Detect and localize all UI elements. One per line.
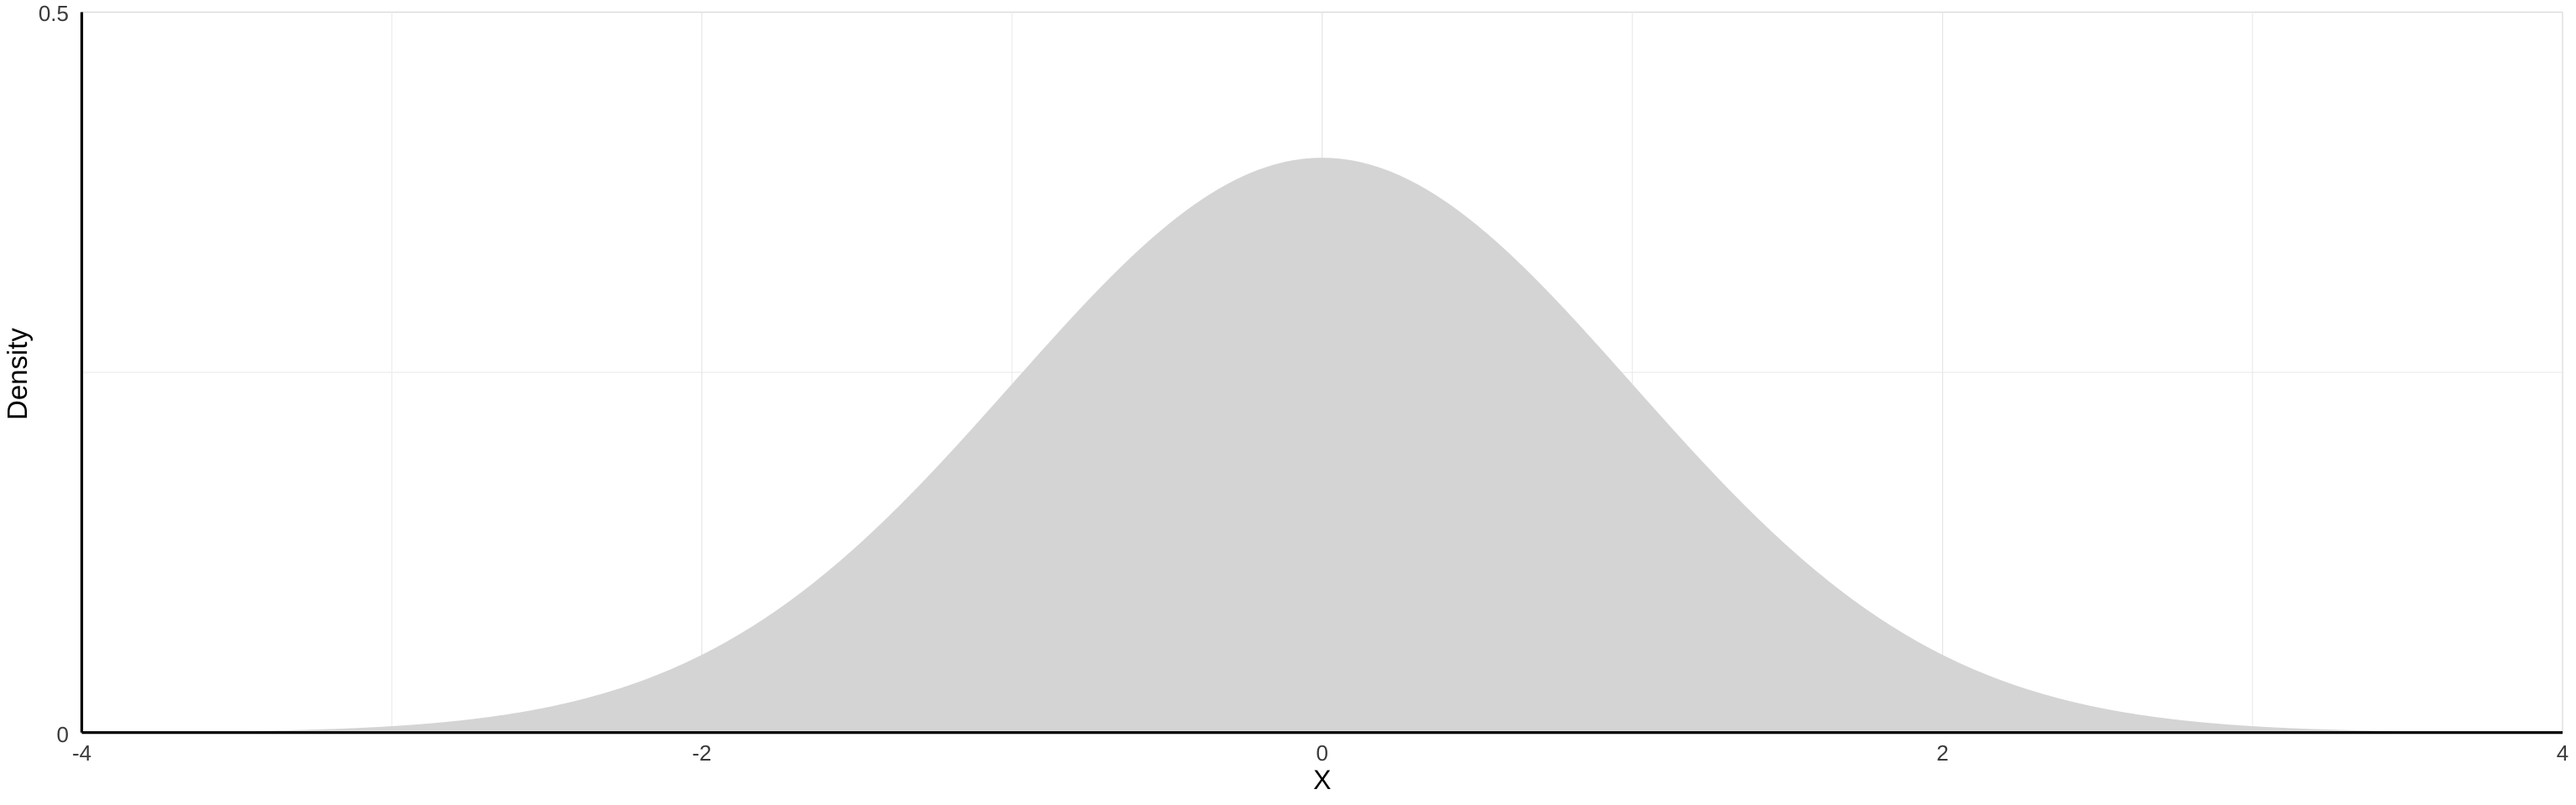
svg-text:0: 0 xyxy=(1317,740,1328,766)
svg-text:Density: Density xyxy=(2,327,33,420)
svg-text:4: 4 xyxy=(2557,740,2568,766)
svg-text:0.5: 0.5 xyxy=(39,1,69,26)
svg-text:-2: -2 xyxy=(692,740,711,766)
svg-text:0: 0 xyxy=(57,722,69,747)
svg-text:-4: -4 xyxy=(72,740,91,766)
svg-text:2: 2 xyxy=(1936,740,1948,766)
svg-text:X: X xyxy=(1313,765,1331,795)
